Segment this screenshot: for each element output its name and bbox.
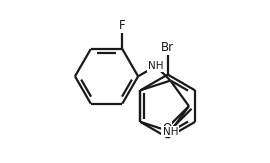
Text: NH: NH	[148, 61, 164, 71]
Text: F: F	[119, 19, 126, 32]
Text: Br: Br	[161, 41, 174, 54]
Text: O: O	[162, 122, 171, 135]
Text: NH: NH	[163, 127, 178, 137]
